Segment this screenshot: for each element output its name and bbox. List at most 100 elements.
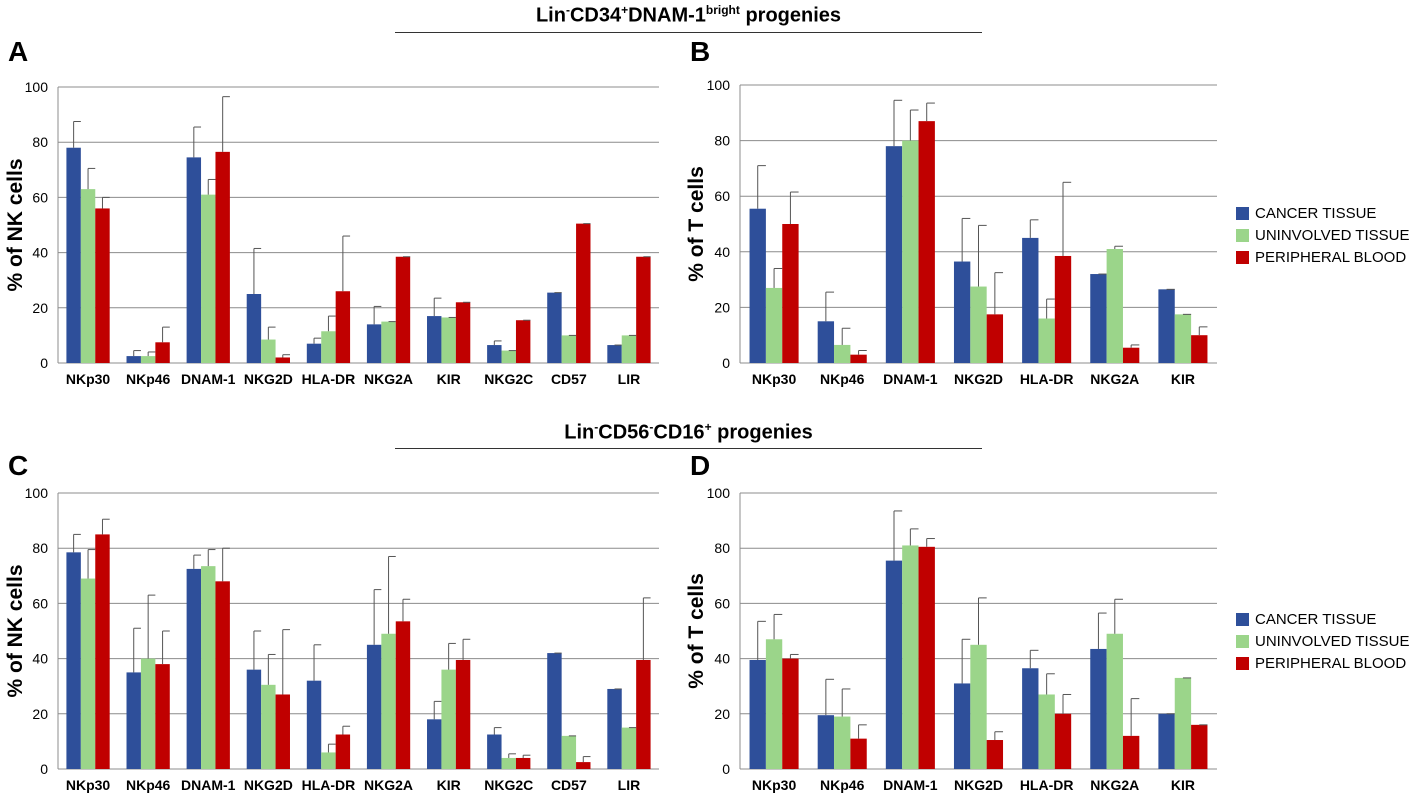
x-tick-label: NKG2A: [1090, 371, 1139, 387]
legend-swatch-blood: [1236, 656, 1249, 670]
bar-blood-nkg2a: [1122, 735, 1140, 769]
x-tick-label: HLA-DR: [302, 777, 356, 793]
y-tick-label: 80: [714, 133, 730, 149]
legend-swatch-uninvolved: [1236, 228, 1249, 242]
x-tick-label: NKG2A: [364, 777, 413, 793]
bar-blood-cd57: [576, 223, 591, 363]
bar-uninvolved-dnam-1: [902, 140, 919, 363]
y-axis-label: % of NK cells: [4, 564, 27, 697]
y-axis-label: % of T cells: [685, 573, 708, 689]
bar-blood-nkg2d: [275, 357, 290, 363]
legend-item-blood: PERIPHERAL BLOOD: [1236, 652, 1409, 674]
bar-cancer-nkp46: [126, 356, 141, 363]
bar-blood-dnam-1: [215, 151, 230, 363]
bar-uninvolved-hla-dr: [1038, 694, 1055, 769]
panel-letter-d: D: [690, 450, 711, 481]
bar-cancer-nkp46: [817, 321, 835, 363]
x-tick-label: NKG2D: [954, 371, 1003, 387]
bar-uninvolved-nkg2d: [970, 286, 987, 363]
top-section-title: Lin-CD34+DNAM-1bright progenies: [535, 3, 842, 27]
y-tick-label: 20: [714, 299, 730, 315]
x-tick-label: DNAM-1: [181, 777, 236, 793]
y-tick-label: 60: [714, 188, 730, 204]
x-tick-label: HLA-DR: [1020, 371, 1074, 387]
bar-uninvolved-cd57: [561, 735, 577, 769]
legend-top: CANCER TISSUE UNINVOLVED TISSUE PERIPHER…: [1236, 202, 1409, 268]
bar-uninvolved-cd57: [561, 335, 577, 363]
y-axis-label: % of NK cells: [4, 158, 27, 291]
x-tick-label: NKG2C: [484, 371, 533, 387]
bar-uninvolved-nkg2a: [1106, 249, 1123, 363]
legend-swatch-blood: [1236, 250, 1249, 264]
x-tick-label: LIR: [618, 371, 641, 387]
x-tick-label: HLA-DR: [1020, 777, 1074, 793]
bar-uninvolved-kir: [441, 317, 456, 363]
x-tick-label: NKG2D: [954, 777, 1003, 793]
bar-cancer-dnam-1: [186, 568, 202, 769]
bar-cancer-lir: [607, 688, 622, 769]
bar-blood-lir: [636, 659, 651, 769]
bar-blood-nkp46: [850, 738, 867, 769]
x-tick-label: NKG2D: [244, 371, 293, 387]
x-tick-label: NKp30: [752, 371, 797, 387]
y-tick-label: 40: [32, 651, 48, 667]
y-tick-label: 100: [25, 79, 49, 95]
bar-cancer-nkp46: [817, 715, 835, 769]
bar-blood-nkp30: [95, 534, 110, 769]
bar-cancer-nkg2c: [487, 345, 502, 363]
y-tick-label: 100: [25, 485, 49, 501]
legend-item-blood: PERIPHERAL BLOOD: [1236, 246, 1409, 268]
bar-blood-dnam-1: [918, 121, 935, 363]
top-section-rule: [395, 32, 982, 33]
y-tick-label: 40: [714, 244, 730, 260]
bar-cancer-kir: [427, 719, 442, 769]
bar-blood-hla-dr: [335, 291, 351, 363]
bar-cancer-dnam-1: [885, 560, 903, 769]
y-tick-label: 100: [707, 77, 731, 93]
bar-blood-kir: [455, 302, 471, 363]
bar-uninvolved-nkg2c: [501, 350, 516, 363]
x-tick-label: NKG2D: [244, 777, 293, 793]
bar-blood-hla-dr: [335, 734, 351, 769]
bar-cancer-nkp30: [66, 147, 81, 363]
x-tick-label: NKp46: [820, 777, 865, 793]
legend-swatch-uninvolved: [1236, 634, 1249, 648]
bar-blood-nkp46: [850, 354, 867, 363]
panel-letter-c: C: [8, 450, 29, 481]
legend-bottom: CANCER TISSUE UNINVOLVED TISSUE PERIPHER…: [1236, 608, 1409, 674]
bar-blood-hla-dr: [1054, 255, 1072, 363]
bar-uninvolved-nkp30: [765, 287, 783, 363]
x-tick-label: KIR: [437, 371, 461, 387]
bar-blood-nkp46: [155, 664, 170, 769]
bottom-section-rule: [395, 448, 982, 449]
bar-uninvolved-nkg2a: [1106, 633, 1123, 769]
x-tick-label: NKp30: [66, 371, 111, 387]
x-tick-label: CD57: [551, 777, 587, 793]
bar-uninvolved-nkg2a: [381, 321, 396, 363]
bar-cancer-hla-dr: [306, 680, 322, 769]
chart-panel-c: 0 20 40 60 80 100 % of NK cells NKp30 NKp46 DNAM-…: [4, 485, 659, 793]
bar-cancer-nkp30: [749, 208, 766, 363]
bar-uninvolved-nkp46: [140, 356, 156, 363]
x-tick-label: NKG2C: [484, 777, 533, 793]
bar-uninvolved-nkp46: [140, 658, 156, 769]
bar-cancer-nkp30: [749, 659, 766, 769]
x-tick-label: LIR: [618, 777, 641, 793]
chart-panel-d: 0 20 40 60 80 100 % of T cells NKp30 NKp46 DNAM-1…: [685, 485, 1217, 793]
bar-blood-nkp30: [95, 208, 110, 363]
legend-item-cancer: CANCER TISSUE: [1236, 608, 1409, 630]
bar-blood-lir: [636, 256, 651, 363]
bar-uninvolved-dnam-1: [201, 566, 216, 769]
bar-blood-nkg2a: [1122, 347, 1140, 363]
bar-blood-nkg2d: [275, 694, 290, 769]
y-tick-label: 40: [714, 651, 730, 667]
bar-blood-cd57: [576, 762, 591, 769]
bar-uninvolved-dnam-1: [902, 545, 919, 769]
bar-uninvolved-hla-dr: [1038, 318, 1055, 363]
bar-cancer-nkg2a: [1090, 274, 1107, 363]
bar-uninvolved-nkg2d: [261, 339, 276, 363]
bar-uninvolved-nkg2c: [501, 757, 516, 769]
y-tick-label: 20: [32, 300, 48, 316]
chart-panel-b: 0 20 40 60 80 100 % of T cells NKp30 NKp46 DNAM-1…: [685, 77, 1217, 387]
bar-cancer-lir: [607, 345, 622, 363]
